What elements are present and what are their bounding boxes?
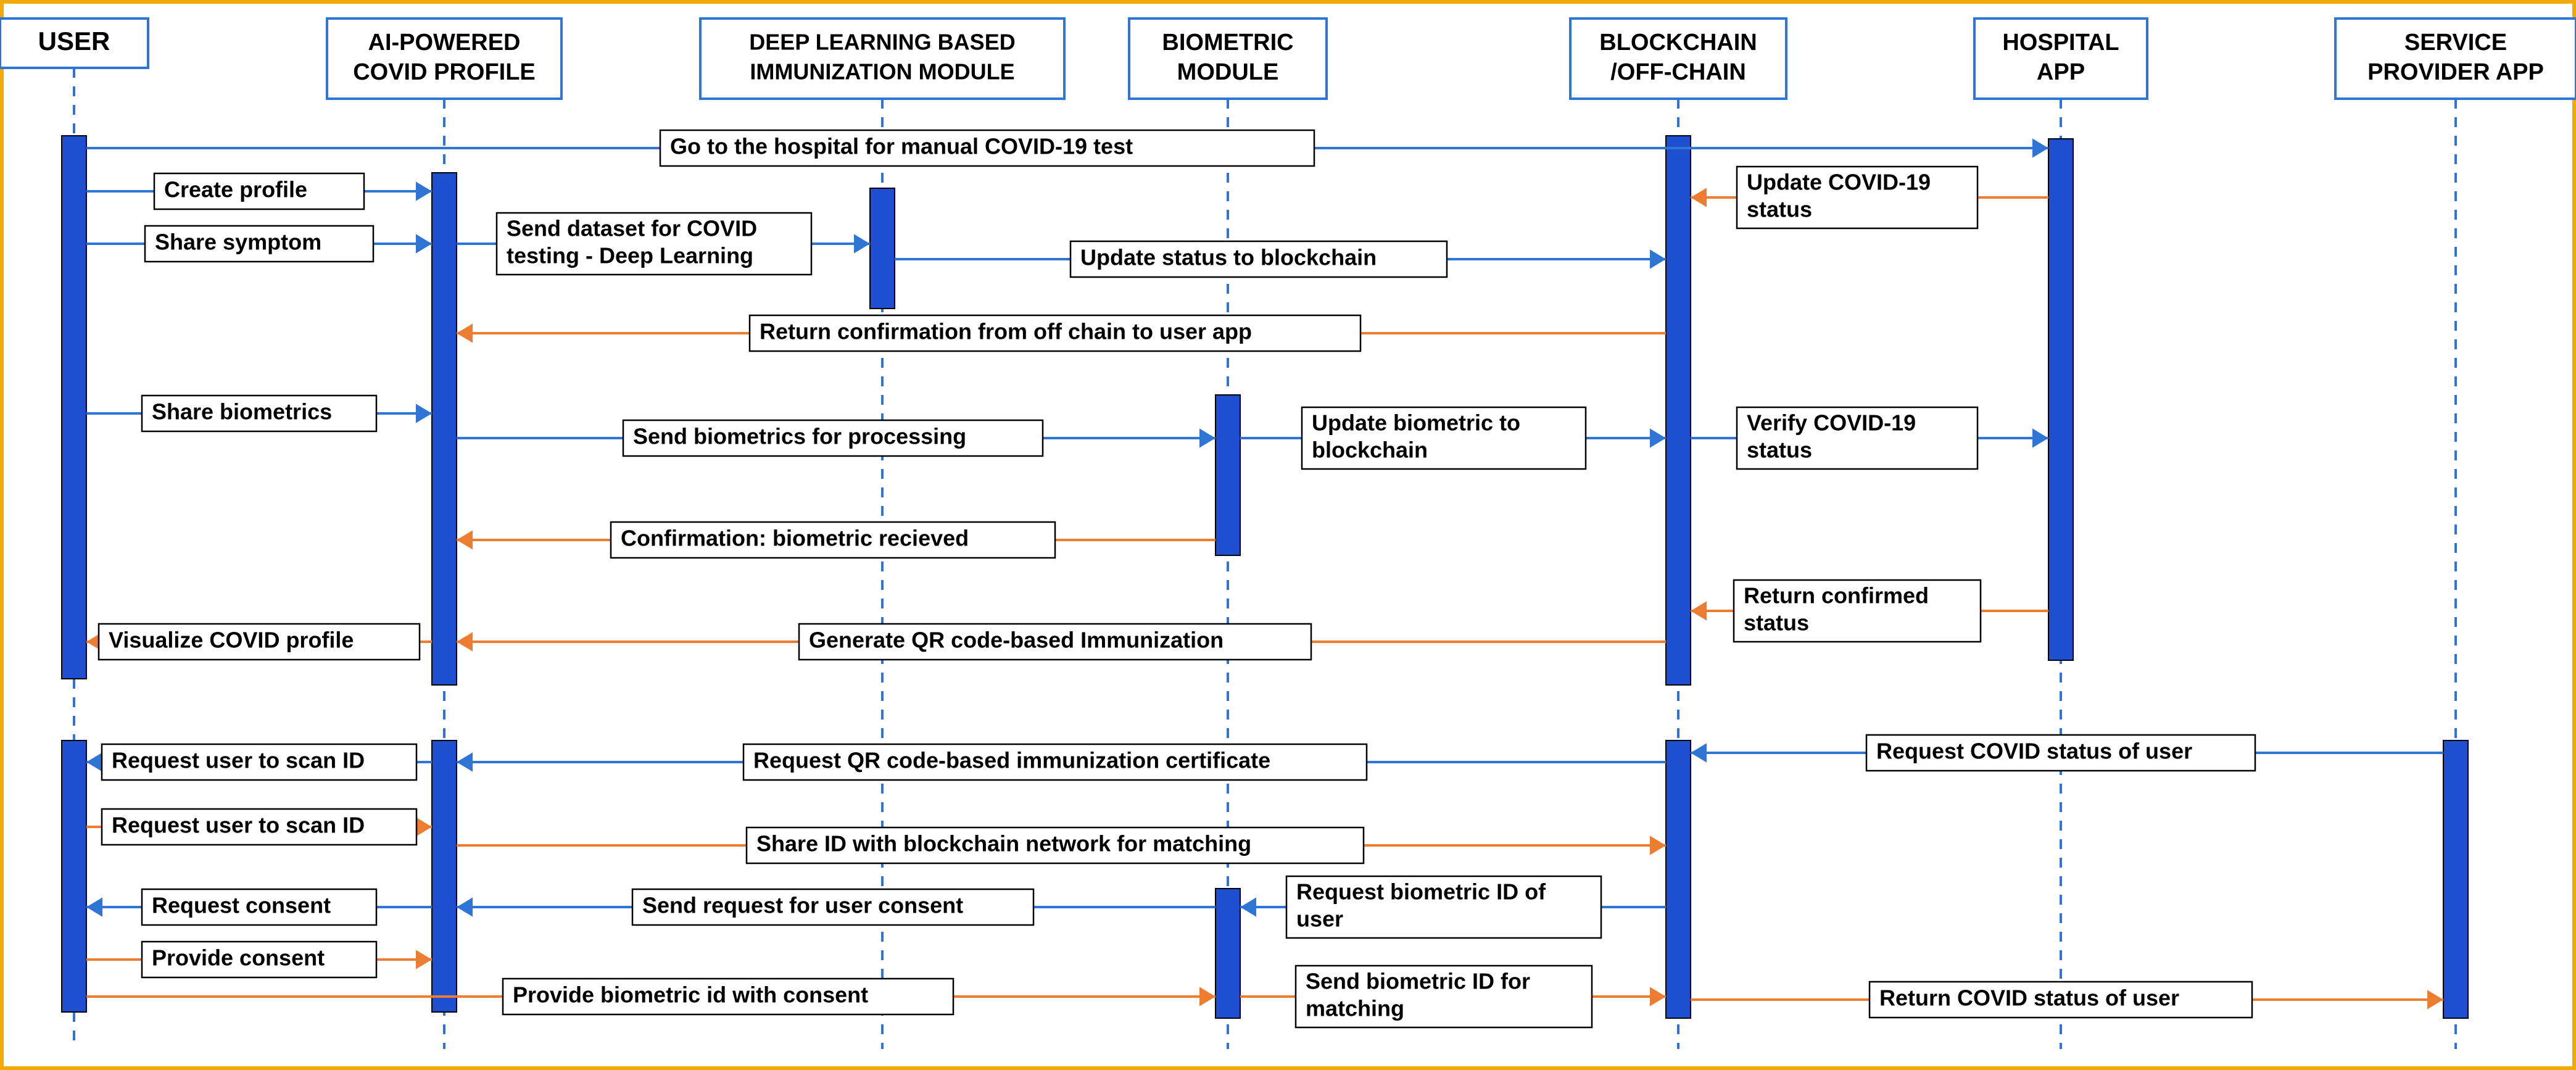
svg-text:USER: USER [38,27,110,56]
activation-user [62,740,86,1012]
message-text: Request COVID status of user [1876,739,2192,764]
message-text: status [1744,610,1809,636]
activation-chain [1666,136,1691,685]
activation-user [62,136,86,679]
svg-text:BIOMETRIC: BIOMETRIC [1162,30,1293,56]
svg-text:/OFF-CHAIN: /OFF-CHAIN [1610,59,1746,85]
svg-text:DEEP LEARNING BASED: DEEP LEARNING BASED [749,30,1015,55]
message-text: status [1747,438,1812,463]
activation-covidprof [432,740,457,1012]
message-text: Request user to scan ID [112,748,365,773]
svg-text:IMMUNIZATION MODULE: IMMUNIZATION MODULE [750,59,1014,85]
message-text: Send biometrics for processing [633,424,966,449]
message-text: Share biometrics [152,399,332,425]
message-text: Request user to scan ID [112,813,365,838]
message-text: Confirmation: biometric recieved [621,526,969,551]
svg-text:APP: APP [2037,59,2085,85]
message-text: Share ID with blockchain network for mat… [756,831,1251,856]
message-text: Visualize COVID profile [109,628,354,653]
message-text: Verify COVID-19 [1747,410,1916,436]
message-text: Update status to blockchain [1080,245,1377,270]
message-text: Provide biometric id with consent [513,982,868,1008]
activation-covidprof [432,173,457,685]
activation-chain [1666,740,1691,1018]
message-text: Return confirmation from off chain to us… [760,319,1252,344]
message-text: Request QR code-based immunization certi… [753,748,1270,773]
message-text: matching [1306,996,1404,1021]
message-text: status [1747,197,1812,222]
activation-biomod [1216,889,1240,1018]
message-text: Return confirmed [1744,583,1929,608]
message-text: Return COVID status of user [1879,985,2179,1011]
message-text: Generate QR code-based Immunization [809,628,1224,653]
message-text: user [1296,906,1343,932]
message-text: Provide consent [152,945,325,971]
svg-text:COVID PROFILE: COVID PROFILE [353,59,536,85]
activation-biomod [1216,395,1240,555]
message-text: Request consent [152,893,331,918]
svg-text:BLOCKCHAIN: BLOCKCHAIN [1599,30,1757,56]
svg-text:PROVIDER APP: PROVIDER APP [2367,59,2544,85]
message-text: Go to the hospital for manual COVID-19 t… [670,134,1133,159]
svg-text:HOSPITAL: HOSPITAL [2002,30,2119,56]
svg-text:MODULE: MODULE [1177,59,1279,85]
sequence-diagram: USER AI-POWERED COVID PROFILE DEEP LEARNING… [0,0,2576,1070]
message-text: Update COVID-19 [1747,170,1931,195]
message-text: Send request for user consent [642,893,963,918]
activation-dlmod [870,188,895,309]
activation-hospital [2048,139,2073,660]
message-text: testing - Deep Learning [507,243,753,268]
message-text: Request biometric ID of [1296,879,1546,905]
message-text: Update biometric to [1312,410,1520,436]
message-text: blockchain [1312,438,1428,463]
message-text: Create profile [164,177,307,202]
message-text: Share symptom [155,230,321,255]
message-text: Send dataset for COVID [507,216,757,241]
activation-spapp [2443,740,2468,1018]
svg-text:AI-POWERED: AI-POWERED [368,30,521,56]
svg-text:SERVICE: SERVICE [2404,30,2507,56]
message-text: Send biometric ID for [1306,969,1530,994]
